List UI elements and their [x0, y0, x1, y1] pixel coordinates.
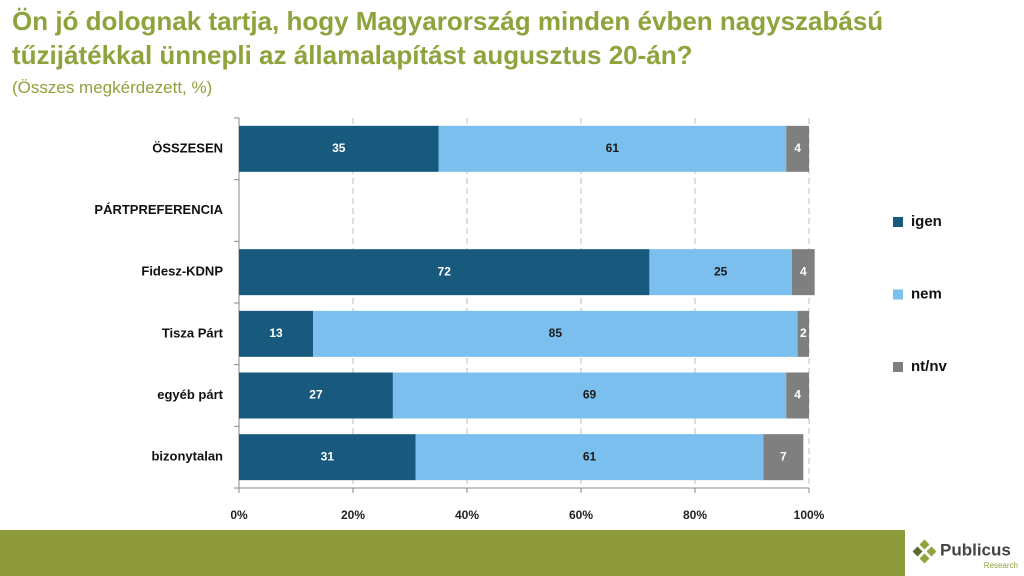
data-label: 72	[438, 264, 452, 278]
y-tick-label: ÖSSZESEN	[152, 140, 223, 155]
y-tick-label: Fidesz-KDNP	[141, 264, 223, 279]
y-tick-label: PÁRTPREFERENCIA	[94, 202, 223, 217]
chart-title: Ön jó dolognak tartja, hogy Magyarország…	[12, 6, 884, 70]
bar-segment	[392, 372, 787, 419]
data-label: 4	[794, 388, 801, 402]
data-label: 25	[714, 264, 728, 278]
data-label: 4	[800, 264, 807, 278]
bar-segment	[239, 372, 393, 419]
bar-segment	[438, 125, 787, 172]
bar-segment	[763, 434, 804, 481]
bar-segment	[786, 125, 809, 172]
legend-label: nem	[911, 285, 942, 302]
bar-segment	[239, 434, 416, 481]
bar-segment	[239, 310, 314, 357]
logo-name: Publicus	[940, 540, 1011, 559]
x-tick-label: 20%	[341, 508, 365, 522]
x-tick-label: 100%	[794, 508, 825, 522]
logo-tagline: Research	[984, 561, 1018, 570]
data-label: 2	[800, 326, 807, 340]
y-tick-label: Tisza Párt	[162, 325, 224, 340]
footer-band	[0, 530, 905, 576]
y-tick-label: egyéb párt	[157, 387, 223, 402]
data-label: 61	[583, 449, 597, 463]
x-tick-label: 60%	[569, 508, 593, 522]
legend-swatch	[893, 362, 903, 372]
data-label: 27	[309, 388, 323, 402]
legend-swatch	[893, 289, 903, 300]
bar-segment	[786, 372, 809, 419]
bar-segment	[791, 249, 815, 296]
legend-label: igen	[911, 213, 942, 230]
data-label: 35	[332, 141, 346, 155]
x-tick-label: 40%	[455, 508, 479, 522]
data-label: 13	[269, 326, 283, 340]
chart-subtitle: (Összes megkérdezett, %)	[12, 78, 213, 97]
data-label: 31	[321, 449, 335, 463]
legend-swatch	[893, 217, 903, 227]
data-label: 85	[549, 326, 563, 340]
y-tick-label: bizonytalan	[151, 449, 223, 464]
data-label: 61	[606, 141, 620, 155]
logo-icon	[912, 539, 937, 564]
legend-label: nt/nv	[911, 358, 947, 375]
bar-segment	[239, 249, 650, 296]
x-tick-label: 0%	[230, 508, 248, 522]
data-label: 69	[583, 388, 597, 402]
bar-segment	[313, 310, 798, 357]
bar-segment	[415, 434, 764, 481]
data-label: 4	[794, 141, 801, 155]
bar-segment	[797, 310, 809, 357]
x-tick-label: 80%	[683, 508, 707, 522]
bar-segment	[239, 125, 439, 172]
bar-segment	[649, 249, 792, 296]
data-label: 7	[780, 449, 787, 463]
